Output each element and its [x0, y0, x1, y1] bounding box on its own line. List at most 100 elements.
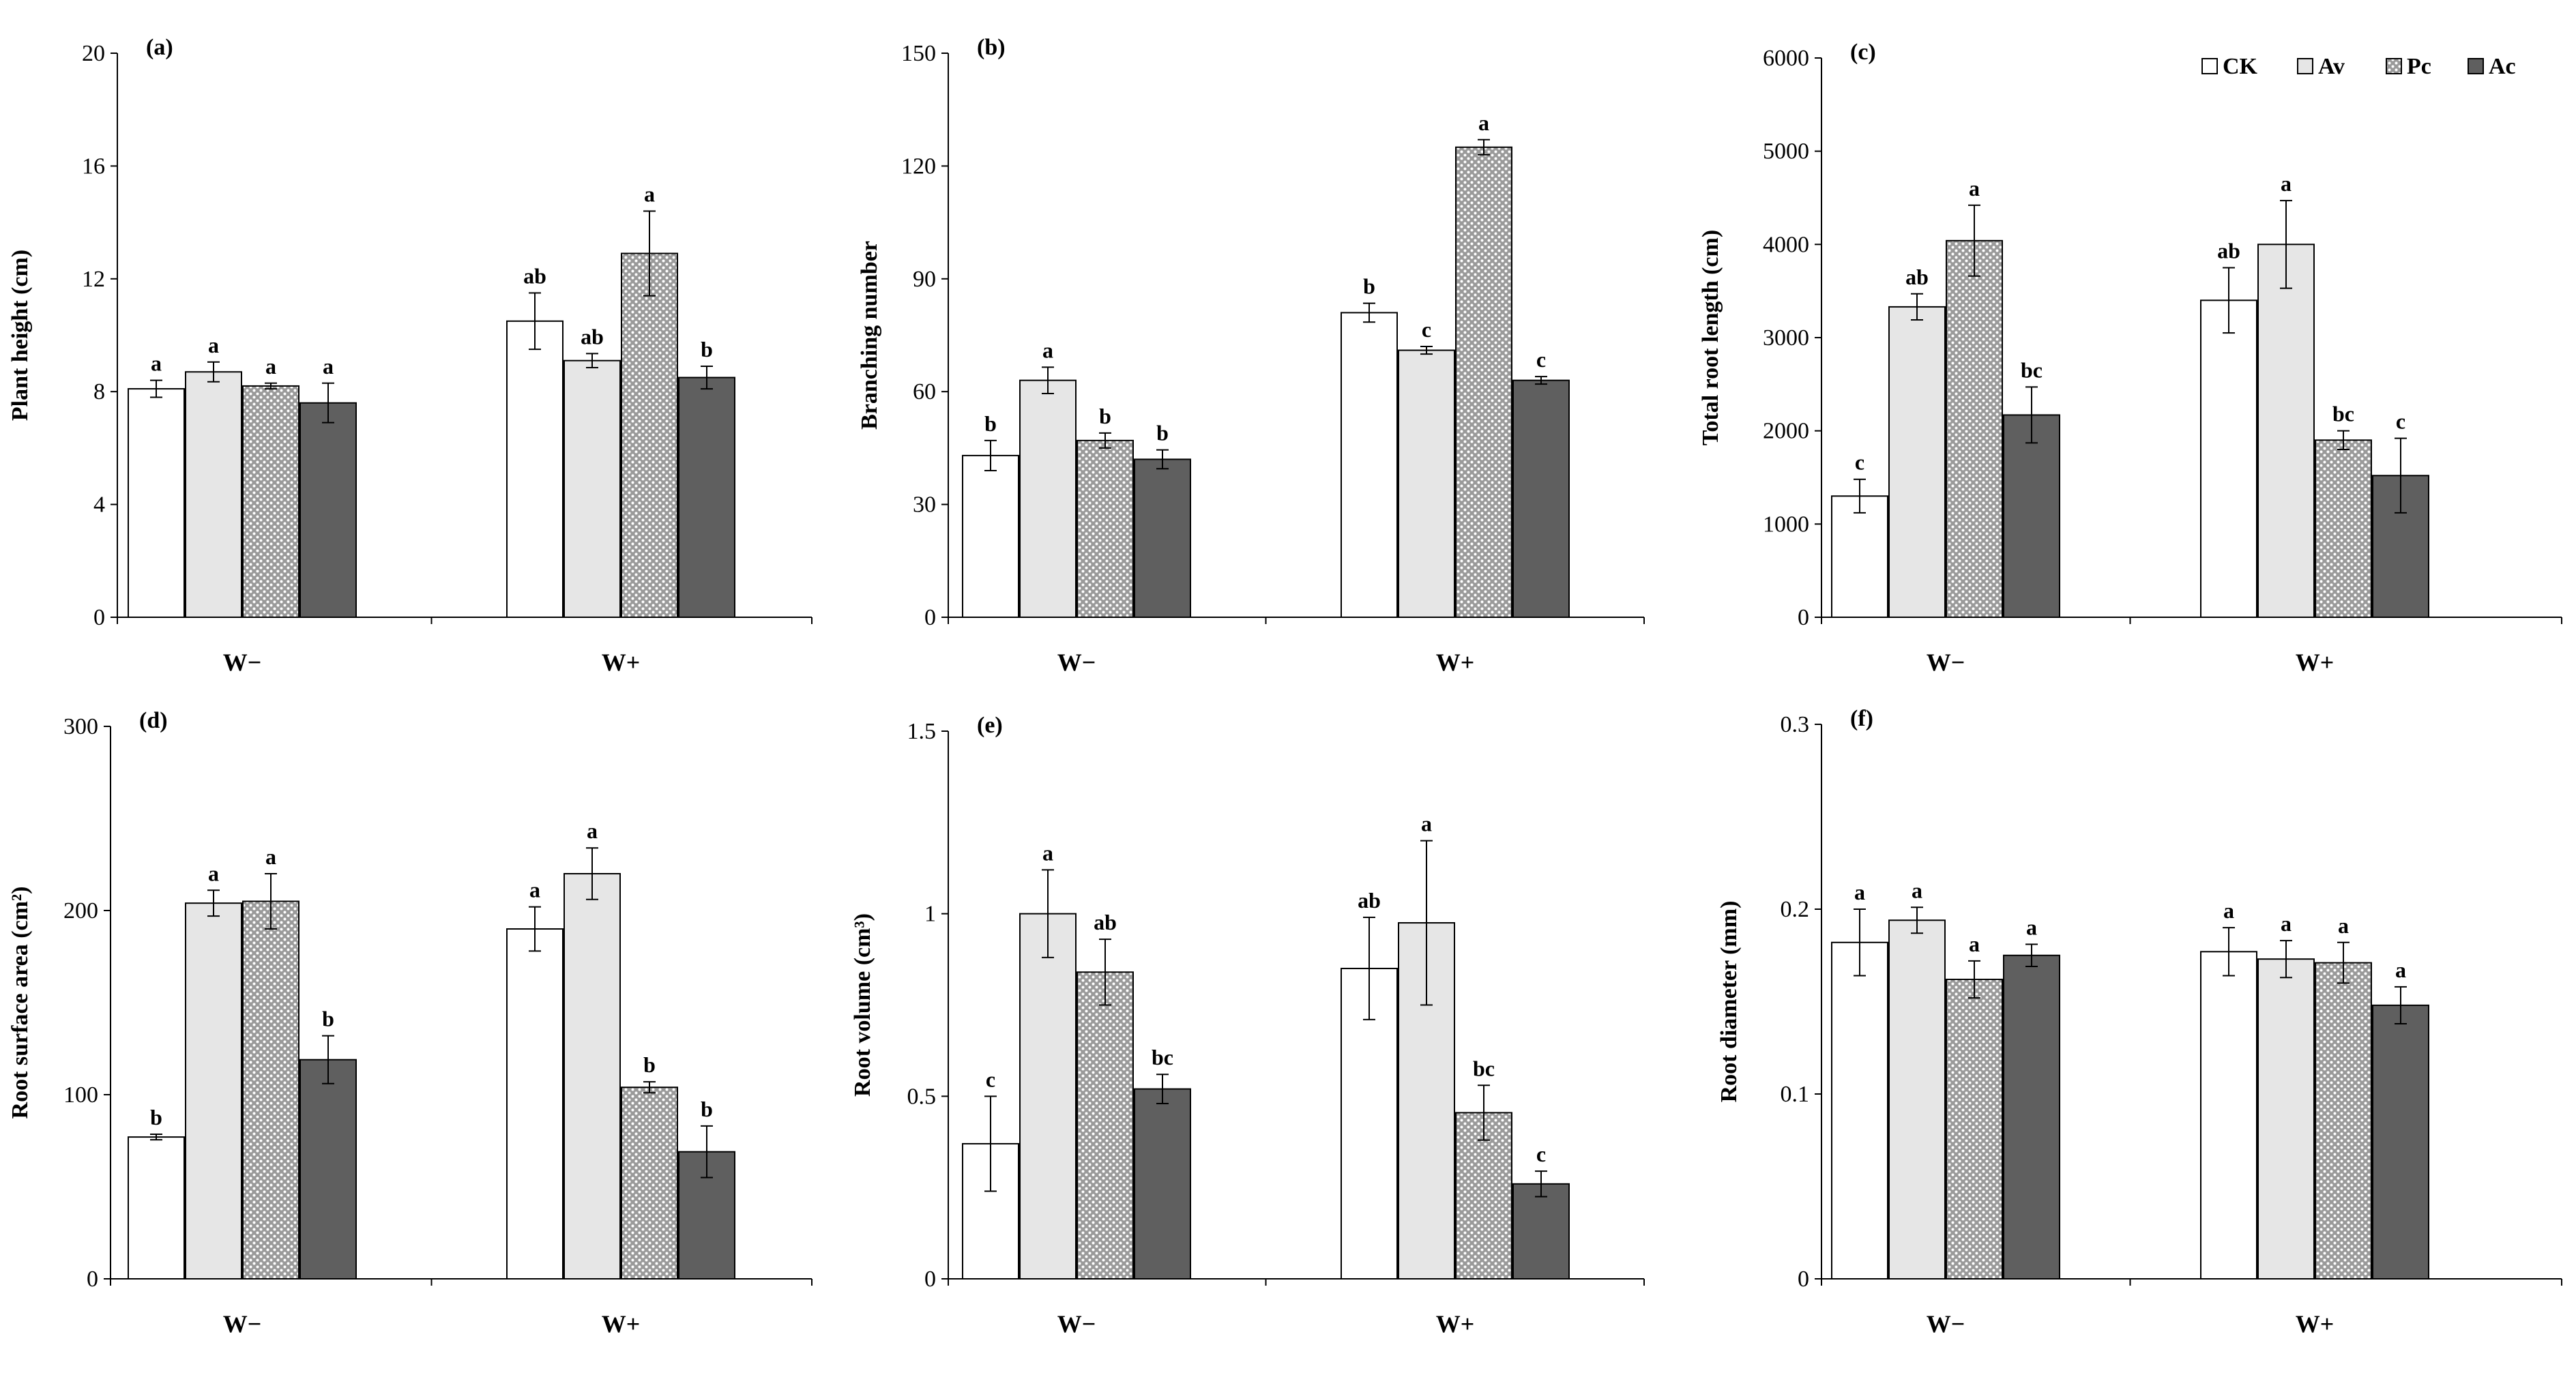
- x-category-label: W+: [2296, 649, 2334, 676]
- y-axis-title: Plant height (cm): [8, 250, 33, 421]
- x-category-label: W−: [1057, 649, 1096, 676]
- bar-ck: [1831, 495, 1888, 618]
- y-tick-label: 20: [82, 41, 105, 66]
- bar-av: [1019, 913, 1077, 1280]
- bar-pc: [2315, 439, 2372, 618]
- y-axis-title: Root surface area (cm²): [8, 887, 33, 1119]
- significance-letter: ab: [581, 324, 604, 349]
- bar-pc: [1946, 978, 2003, 1280]
- x-category-label: W−: [223, 649, 262, 676]
- y-tick-label: 200: [63, 898, 98, 923]
- bar-av: [2257, 958, 2315, 1280]
- y-tick-label: 5000: [1763, 139, 1809, 164]
- bar-ac: [678, 376, 735, 619]
- y-tick-label: 4000: [1763, 232, 1809, 257]
- significance-letter: bc: [2332, 402, 2354, 426]
- x-category-label: W−: [223, 1310, 262, 1337]
- chart-panel-3: 0 1000 2000 3000 4000 5000 6000 Total root leng…: [1698, 40, 2562, 676]
- significance-letter: bc: [2021, 357, 2043, 382]
- y-tick-label: 4: [93, 492, 105, 518]
- legend-item-ck: CK: [2201, 54, 2258, 79]
- significance-letter: b: [1099, 404, 1111, 428]
- legend-swatch: [2386, 58, 2402, 74]
- chart-panel-4: 0 100 200 300 Root surface area (cm²) (d) W− W+…: [8, 708, 813, 1337]
- x-category-label: W+: [2296, 1310, 2334, 1337]
- bar-av: [1398, 349, 1455, 618]
- y-tick-label: 16: [82, 153, 105, 179]
- y-tick-label: 1: [924, 902, 936, 927]
- significance-letter: ab: [1094, 910, 1117, 934]
- legend-label: CK: [2223, 54, 2258, 79]
- bar-pc: [242, 900, 299, 1280]
- bar-pc: [1946, 239, 2003, 619]
- y-tick-label: 8: [93, 379, 105, 404]
- significance-letter: ab: [523, 263, 546, 288]
- x-category-label: W−: [1057, 1310, 1096, 1337]
- bar-av: [1888, 919, 1946, 1280]
- bar-pc: [242, 385, 299, 618]
- legend: CK Av Pc Ac: [2201, 54, 2516, 79]
- y-tick-label: 12: [82, 267, 105, 292]
- significance-letter: a: [323, 354, 334, 379]
- bar-ac: [1134, 458, 1191, 618]
- panel-label: (f): [1850, 706, 1873, 731]
- x-category-label: W−: [1927, 1310, 1965, 1337]
- y-axis-title: Root diameter (mm): [1716, 901, 1742, 1103]
- y-axis-title: Total root length (cm): [1698, 230, 1723, 445]
- significance-letter: a: [2281, 171, 2292, 196]
- bar-ac: [1512, 379, 1570, 618]
- significance-letter: b: [322, 1007, 334, 1031]
- significance-letter: a: [208, 333, 219, 357]
- x-category-label: W+: [602, 649, 641, 676]
- y-tick-label: 1.5: [907, 719, 937, 744]
- y-tick-label: 0.2: [1781, 897, 1810, 922]
- bar-ck: [2200, 299, 2257, 618]
- bar-ck: [1831, 941, 1888, 1280]
- bar-av: [1888, 306, 1946, 618]
- significance-letter: bc: [1152, 1045, 1173, 1069]
- bar-av: [185, 371, 242, 618]
- legend-label: Av: [2318, 54, 2345, 79]
- chart-panel-2: 0 30 60 90 120 150 Branching number (b) W− W+ b b a c…: [857, 35, 1645, 676]
- legend-swatch: [2201, 58, 2218, 74]
- legend-label: Ac: [2489, 54, 2516, 79]
- significance-letter: a: [2338, 913, 2349, 938]
- y-tick-label: 100: [63, 1082, 98, 1108]
- significance-letter: a: [2281, 911, 2292, 936]
- bar-ac: [1134, 1088, 1191, 1280]
- significance-letter: ab: [2217, 239, 2240, 263]
- y-axis-title: Root volume (cm³): [850, 913, 875, 1097]
- significance-letter: a: [2223, 898, 2234, 923]
- x-category-label: W+: [602, 1310, 641, 1337]
- bar-av: [185, 902, 242, 1280]
- significance-letter: a: [1421, 812, 1432, 836]
- bar-pc: [1455, 146, 1512, 619]
- y-tick-label: 30: [913, 492, 936, 518]
- y-tick-label: 120: [901, 153, 936, 179]
- significance-letter: b: [701, 1097, 713, 1121]
- chart-panel-6: 0 0.1 0.2 0.3 Root diameter (mm) (f) W− W+ a a a a a…: [1716, 706, 2562, 1337]
- y-tick-label: 300: [63, 714, 98, 739]
- significance-letter: a: [1912, 878, 1922, 902]
- chart-panel-5: 0 0.5 1 1.5 Root volume (cm³) (e) W− W+ c ab a a ab b…: [850, 713, 1645, 1337]
- significance-letter: a: [644, 182, 655, 207]
- bar-pc: [2315, 962, 2372, 1280]
- significance-letter: c: [1422, 317, 1431, 342]
- bar-ac: [2003, 414, 2060, 619]
- y-tick-label: 0.5: [907, 1084, 937, 1109]
- bar-ac: [2003, 954, 2060, 1280]
- bar-av: [564, 359, 621, 619]
- bar-av: [2257, 243, 2315, 619]
- significance-letter: b: [150, 1105, 162, 1129]
- bar-pc: [1077, 439, 1134, 619]
- significance-letter: a: [208, 861, 219, 885]
- y-tick-label: 0: [924, 1267, 936, 1292]
- legend-label: Pc: [2407, 54, 2431, 79]
- y-tick-label: 2000: [1763, 419, 1809, 444]
- panel-label: (e): [977, 713, 1003, 738]
- y-tick-label: 0: [1798, 605, 1809, 630]
- y-tick-label: 60: [913, 379, 936, 404]
- significance-letter: c: [1855, 450, 1864, 475]
- significance-letter: b: [1156, 421, 1169, 445]
